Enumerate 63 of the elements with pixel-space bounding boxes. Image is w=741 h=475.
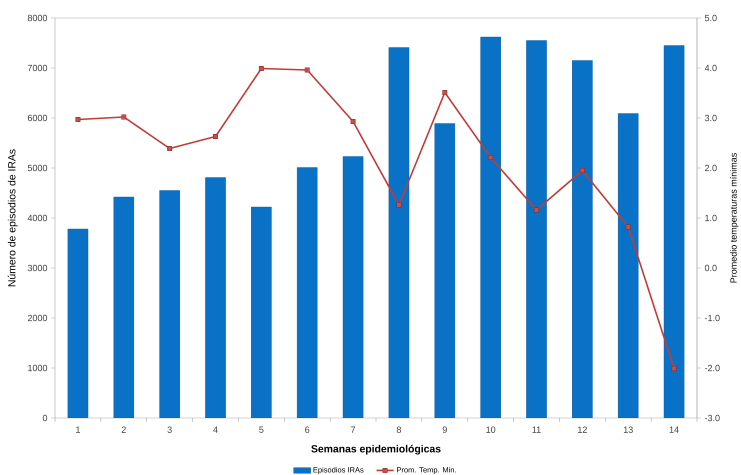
x-tick-label: 2 bbox=[122, 426, 126, 433]
point bbox=[121, 114, 126, 120]
x-axis-title: Semanas epidemiológicas bbox=[311, 444, 441, 455]
y2-axis-title: Promedio temperaturas mínimas bbox=[730, 153, 738, 283]
bar bbox=[205, 177, 226, 418]
x-tick-label: 5 bbox=[259, 426, 264, 433]
bar bbox=[480, 36, 501, 418]
y2-tick-label: 1.0 bbox=[705, 214, 717, 222]
point bbox=[258, 66, 264, 71]
bar bbox=[296, 167, 318, 418]
y2-tick-label: -1.0 bbox=[704, 314, 720, 322]
x-tick-label: 14 bbox=[670, 426, 679, 433]
y2-tick-label: 5.0 bbox=[704, 14, 717, 22]
point bbox=[350, 119, 356, 124]
y-tick-label: 6000 bbox=[28, 114, 48, 122]
x-tick-label: 9 bbox=[442, 426, 447, 433]
x-tick-label: 11 bbox=[532, 426, 541, 433]
y-tick-label: 0 bbox=[42, 414, 48, 422]
bar bbox=[388, 47, 410, 418]
point bbox=[396, 202, 402, 208]
x-tick-label: 7 bbox=[351, 426, 356, 433]
y-tick-label: 4000 bbox=[28, 214, 48, 222]
y2-tick-label: 4.0 bbox=[704, 64, 717, 72]
bar bbox=[664, 45, 684, 418]
bar bbox=[526, 40, 547, 418]
x-tick-label: 13 bbox=[624, 426, 633, 433]
point bbox=[167, 146, 172, 151]
bar bbox=[434, 123, 456, 418]
y-tick-label: 8000 bbox=[28, 14, 48, 22]
x-tick-label: 1 bbox=[76, 426, 80, 433]
y2-tick-label: 0.0 bbox=[704, 264, 717, 272]
y-tick-label: 1000 bbox=[28, 364, 48, 372]
y2-tick-label: -3.0 bbox=[704, 414, 720, 422]
x-tick-label: 10 bbox=[486, 426, 496, 433]
point bbox=[442, 90, 448, 95]
y2-tick-label: 2.0 bbox=[704, 164, 717, 172]
point bbox=[672, 366, 677, 371]
bar bbox=[68, 228, 88, 418]
y-tick-label: 7000 bbox=[28, 64, 48, 72]
y-tick-label: 5000 bbox=[28, 164, 48, 172]
y-tick-label: 3000 bbox=[28, 264, 48, 272]
bar bbox=[251, 206, 272, 418]
y2-tick-label: 3.0 bbox=[704, 114, 717, 122]
bar bbox=[159, 190, 180, 418]
y2-tick-label: -2.0 bbox=[704, 364, 720, 372]
point bbox=[580, 168, 585, 173]
x-tick-label: 4 bbox=[213, 426, 218, 433]
point bbox=[488, 155, 494, 160]
point bbox=[534, 208, 539, 212]
bar bbox=[342, 156, 364, 418]
point bbox=[75, 117, 80, 122]
bar bbox=[618, 113, 639, 418]
bar bbox=[114, 196, 134, 418]
point bbox=[626, 224, 631, 230]
point bbox=[304, 68, 310, 72]
x-tick-label: 8 bbox=[396, 426, 402, 433]
y-tick-label: 2000 bbox=[28, 314, 48, 322]
point bbox=[213, 134, 218, 139]
x-tick-label: 3 bbox=[167, 426, 172, 433]
x-tick-label: 6 bbox=[305, 426, 310, 433]
bar bbox=[572, 60, 593, 418]
y-axis-title: Número de episodios de IRAs bbox=[8, 149, 18, 286]
x-tick-label: 12 bbox=[578, 426, 587, 433]
